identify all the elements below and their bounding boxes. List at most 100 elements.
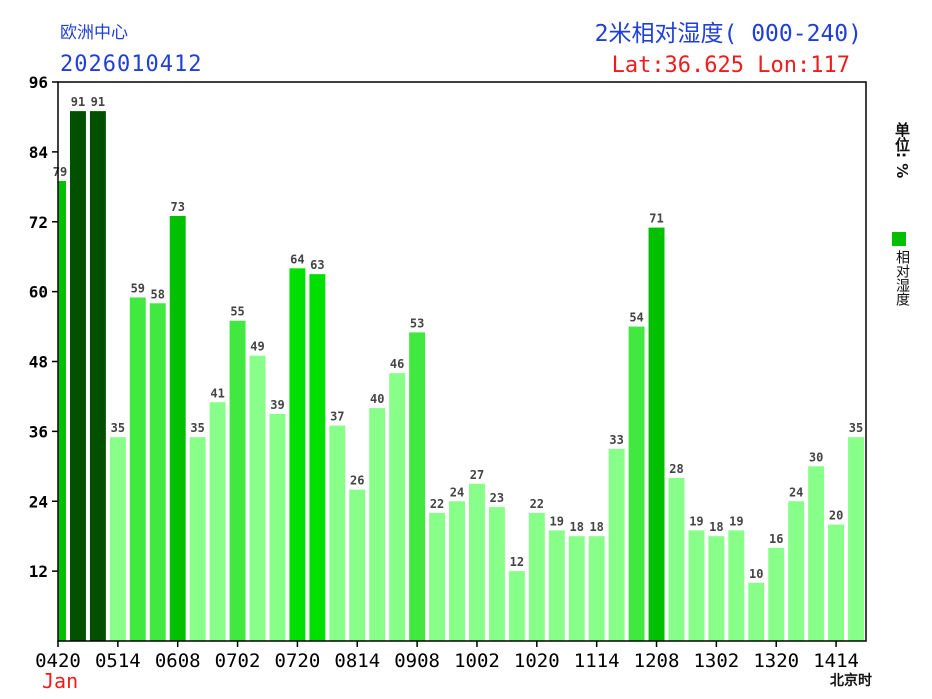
bar-value-label: 19 [729, 514, 743, 528]
y-tick-label: 24 [29, 492, 48, 511]
x-tick-label: 1114 [574, 650, 620, 672]
location-label: Lat:36.625 Lon:117 [611, 53, 850, 78]
y-tick-label: 84 [29, 143, 48, 162]
bar-value-label: 22 [430, 497, 444, 511]
bar-value-label: 18 [569, 520, 583, 534]
x-tick-label: 1320 [753, 650, 799, 672]
y-tick-label: 60 [29, 283, 48, 302]
bar-value-label: 19 [689, 514, 703, 528]
bar-value-label: 54 [629, 311, 643, 325]
legend-label: 相对湿度 [894, 250, 910, 306]
bar-value-label: 16 [769, 532, 783, 546]
bar [369, 408, 386, 641]
bar [329, 425, 346, 641]
bar-value-label: 91 [71, 95, 85, 109]
bar [409, 332, 426, 641]
bar-value-label: 53 [410, 316, 424, 330]
bar [708, 536, 725, 641]
bar [309, 274, 326, 641]
bar [628, 326, 645, 641]
bar [568, 536, 585, 641]
bar [468, 483, 485, 641]
bar [449, 501, 465, 641]
forecast-center: 欧洲中心 [60, 23, 128, 43]
bar [688, 530, 705, 641]
month-label: Jan [42, 669, 79, 693]
legend-swatch [892, 232, 906, 246]
x-tick-label: 0702 [215, 650, 261, 672]
timezone-label: 北京时 [830, 673, 872, 689]
x-tick-label: 1020 [514, 650, 560, 672]
x-tick-label: 0514 [95, 650, 141, 672]
bar-value-label: 24 [450, 485, 464, 499]
bar-value-label: 19 [550, 514, 564, 528]
bar-value-label: 30 [809, 450, 823, 464]
bar-value-label: 59 [131, 281, 145, 295]
bar-value-label: 23 [490, 491, 504, 505]
bar [289, 268, 306, 641]
bar [209, 402, 226, 641]
bar [808, 466, 825, 641]
bar-value-label: 55 [230, 305, 244, 319]
run-time: 2026010412 [60, 52, 203, 77]
bar-value-label: 20 [829, 509, 843, 523]
bar-value-label: 18 [589, 520, 603, 534]
bar-value-label: 35 [111, 421, 125, 435]
bar-value-label: 39 [270, 398, 284, 412]
bar-value-label: 28 [669, 462, 683, 476]
y-tick-label: 36 [29, 422, 48, 441]
bar [488, 507, 505, 641]
bar-value-label: 24 [789, 485, 803, 499]
bar-value-label: 91 [91, 95, 105, 109]
bar [269, 413, 286, 641]
bar-value-label: 18 [709, 520, 723, 534]
bar-value-label: 49 [250, 340, 264, 354]
bar [788, 501, 805, 641]
bar-value-label: 22 [530, 497, 544, 511]
bar-value-label: 35 [849, 421, 863, 435]
bar [768, 547, 785, 641]
x-tick-label: 0814 [334, 650, 380, 672]
bar [608, 448, 625, 641]
bar-value-label: 35 [190, 421, 204, 435]
bar [508, 571, 525, 641]
bar-value-label: 73 [170, 200, 184, 214]
x-tick-label: 0420 [35, 650, 81, 672]
bar [349, 489, 366, 641]
unit-label: 单位: % [893, 122, 911, 179]
chart-title: 2米相对湿度( 000-240) [594, 21, 862, 47]
bar [528, 512, 545, 641]
x-tick-label: 0608 [155, 650, 201, 672]
bar-value-label: 33 [609, 433, 623, 447]
bar [69, 111, 86, 642]
bar [748, 582, 765, 641]
bar [728, 530, 745, 641]
bar [648, 227, 665, 641]
bar [109, 437, 126, 641]
bar-value-label: 40 [370, 392, 384, 406]
y-tick-label: 72 [29, 213, 48, 232]
bar [548, 530, 565, 641]
bar-value-label: 71 [649, 212, 663, 226]
bar [668, 477, 685, 641]
bar [58, 180, 66, 642]
bar [588, 536, 605, 641]
bar [429, 512, 446, 641]
bar [229, 320, 246, 641]
bar [149, 303, 166, 641]
x-tick-label: 1414 [813, 650, 859, 672]
bar-value-label: 12 [510, 555, 524, 569]
y-tick-label: 12 [29, 562, 48, 581]
bar-value-label: 37 [330, 410, 344, 424]
x-tick-label: 1002 [454, 650, 500, 672]
bar [828, 524, 845, 641]
bar [169, 215, 186, 642]
y-tick-label: 96 [29, 73, 48, 92]
x-tick-label: 1302 [693, 650, 739, 672]
bar [189, 437, 206, 641]
y-tick-label: 48 [29, 353, 48, 372]
bar-value-label: 46 [390, 357, 404, 371]
bar-value-label: 26 [350, 474, 364, 488]
bar [89, 111, 106, 642]
